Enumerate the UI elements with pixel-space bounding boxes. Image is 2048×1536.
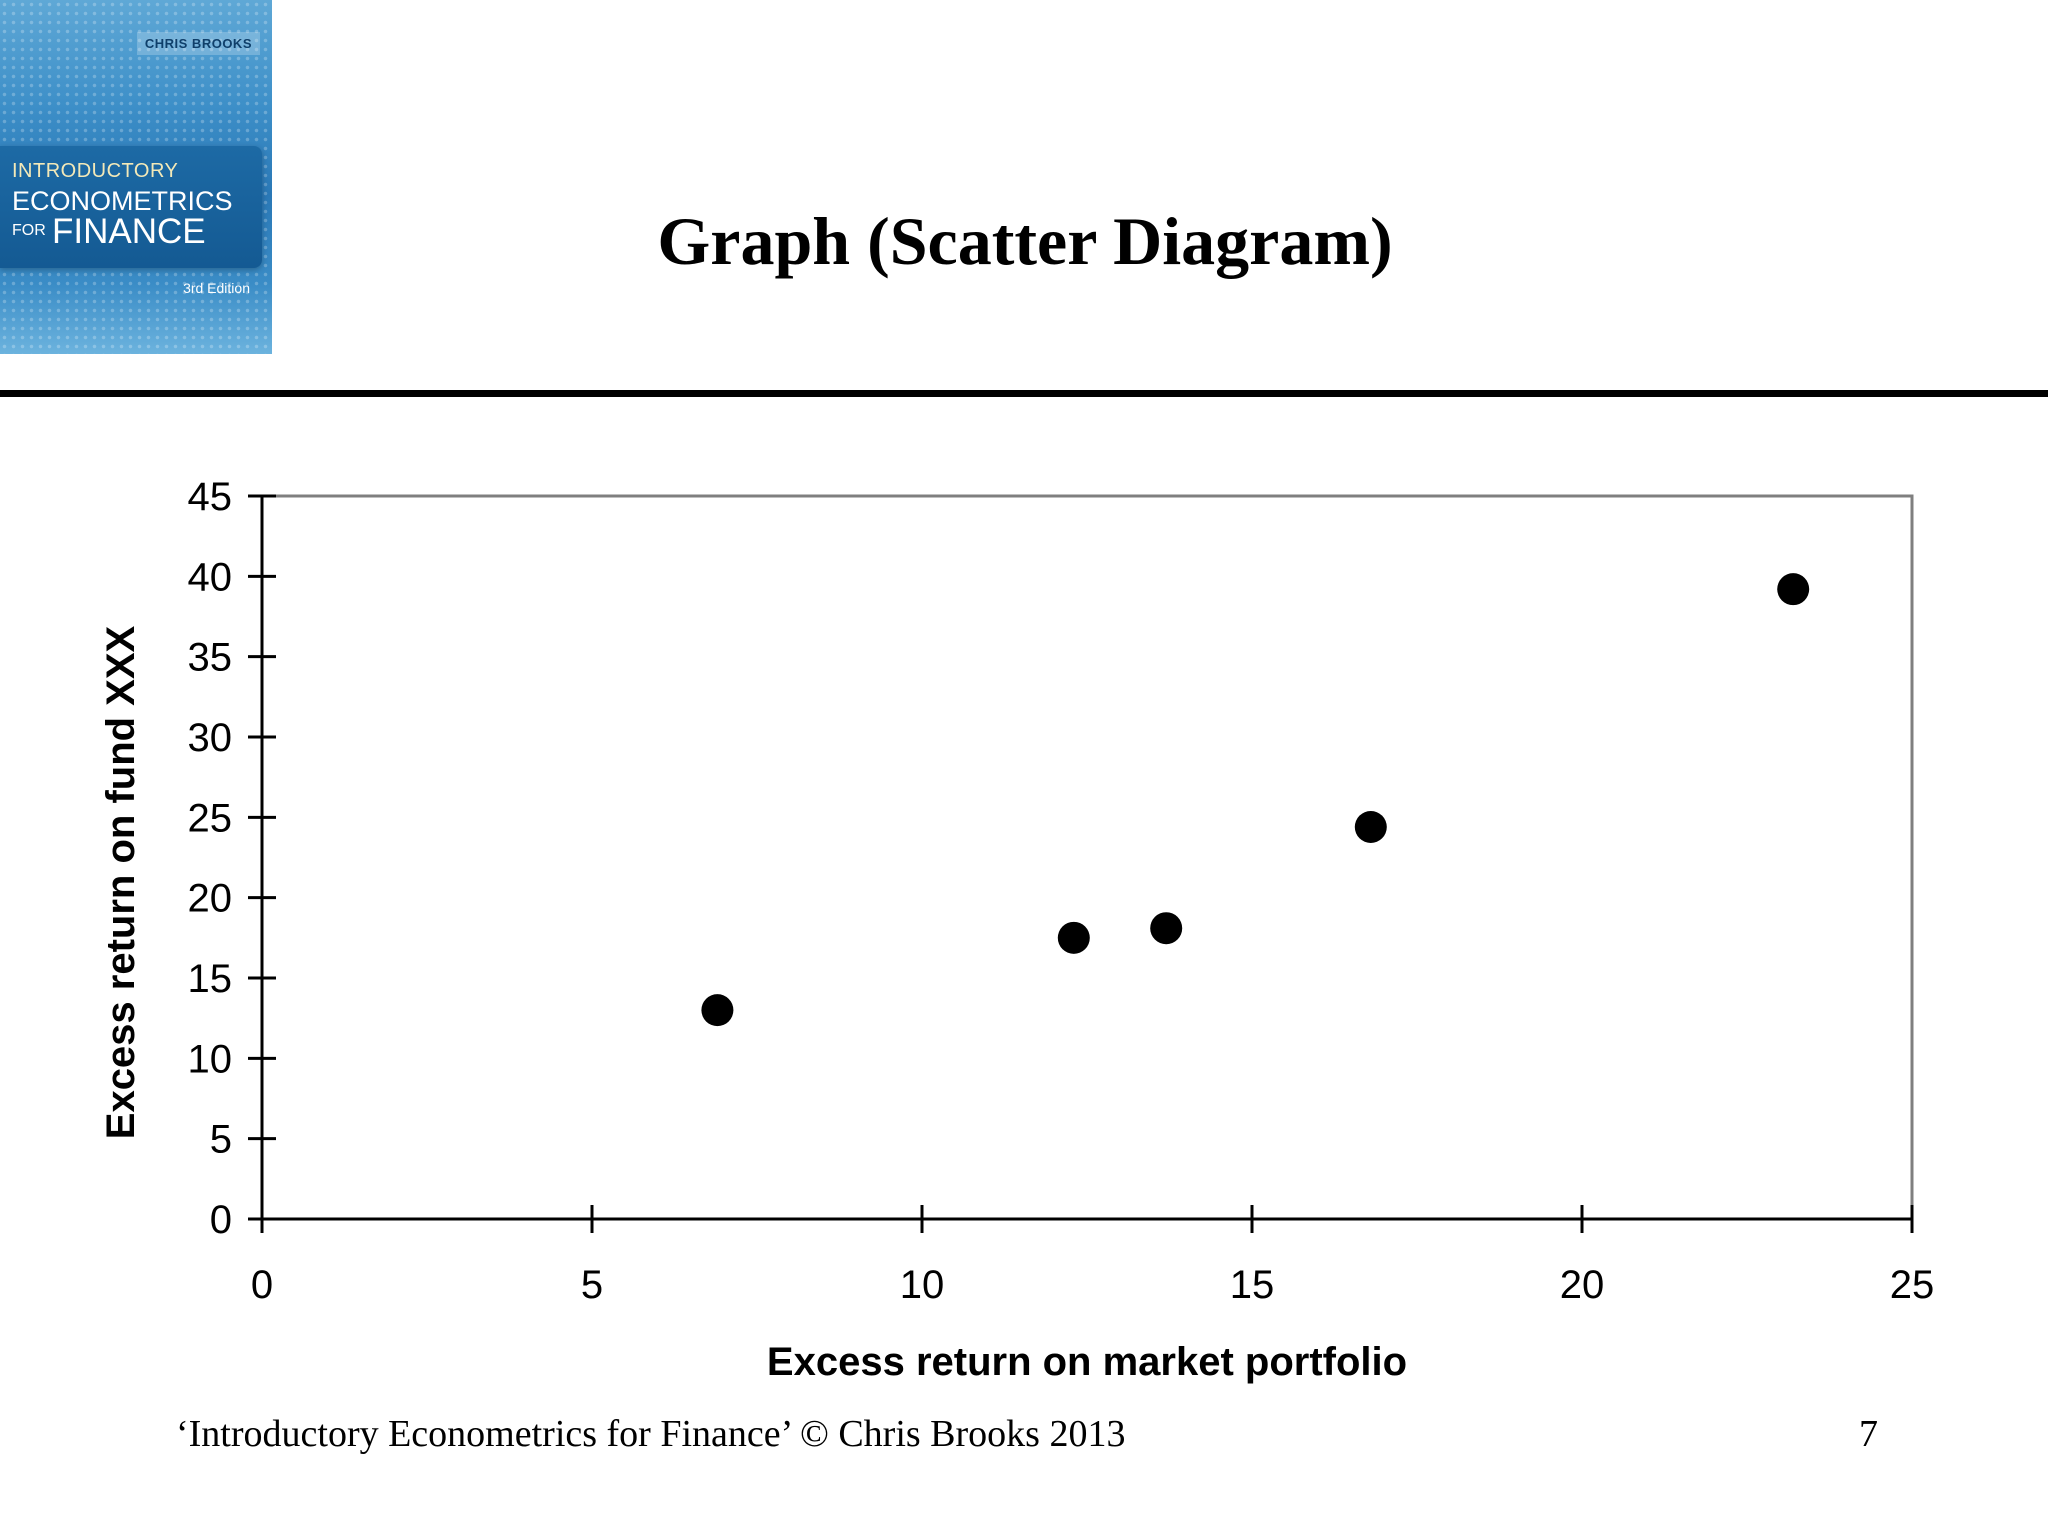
scatter-point — [1057, 921, 1090, 954]
cover-title-line3: FINANCE — [52, 212, 206, 251]
cover-title-line1: INTRODUCTORY — [12, 160, 179, 182]
y-tick-label: 25 — [188, 796, 233, 840]
scatter-point — [1777, 573, 1810, 606]
cover-title-line3-prefix: FOR — [12, 222, 46, 239]
cover-title-line2: ECONOMETRICS — [12, 186, 233, 216]
x-tick-label: 5 — [581, 1263, 603, 1307]
y-tick-label: 5 — [210, 1118, 232, 1162]
x-tick-label: 0 — [251, 1263, 273, 1307]
y-tick-label: 15 — [188, 957, 233, 1001]
page-number: 7 — [1859, 1413, 1878, 1455]
x-axis-label: Excess return on market portfolio — [767, 1340, 1407, 1384]
slide-title: Graph (Scatter Diagram) — [657, 203, 1393, 279]
y-tick-label: 20 — [188, 877, 233, 921]
x-tick-label: 20 — [1560, 1263, 1605, 1307]
footer-copyright: ‘Introductory Econometrics for Finance’ … — [176, 1413, 1126, 1455]
x-tick-label: 15 — [1230, 1263, 1275, 1307]
plot-area-frame — [260, 494, 1914, 1221]
y-tick-label: 45 — [188, 475, 233, 519]
y-axis-label: Excess return on fund XXX — [99, 625, 143, 1139]
cover-title-band — [0, 146, 262, 268]
x-tick-label: 25 — [1890, 1263, 1935, 1307]
y-tick-label: 10 — [188, 1037, 233, 1081]
cover-edition: 3rd Edition — [183, 280, 250, 296]
scatter-point — [1150, 912, 1183, 945]
data-points — [701, 573, 1810, 1027]
y-tick-label: 0 — [210, 1198, 232, 1242]
title-divider — [0, 390, 2048, 397]
y-tick-label: 40 — [188, 555, 233, 599]
x-tick-label: 10 — [900, 1263, 945, 1307]
cover-author: CHRIS BROOKS — [136, 32, 260, 55]
scatter-point — [701, 994, 734, 1027]
y-tick-label: 30 — [188, 716, 233, 760]
scatter-chart: 0 5 10 15 20 25 30 35 40 45 0 5 10 15 20 25 Excess ret… — [99, 475, 1934, 1384]
y-tick-label: 35 — [188, 636, 233, 680]
y-axis-ticks: 0 5 10 15 20 25 30 35 40 45 — [188, 475, 276, 1242]
x-axis-ticks: 0 5 10 15 20 25 — [251, 1205, 1934, 1307]
scatter-point — [1354, 810, 1387, 843]
book-cover-image: CHRIS BROOKS INTRODUCTORY ECONOMETRICS F… — [0, 0, 272, 354]
